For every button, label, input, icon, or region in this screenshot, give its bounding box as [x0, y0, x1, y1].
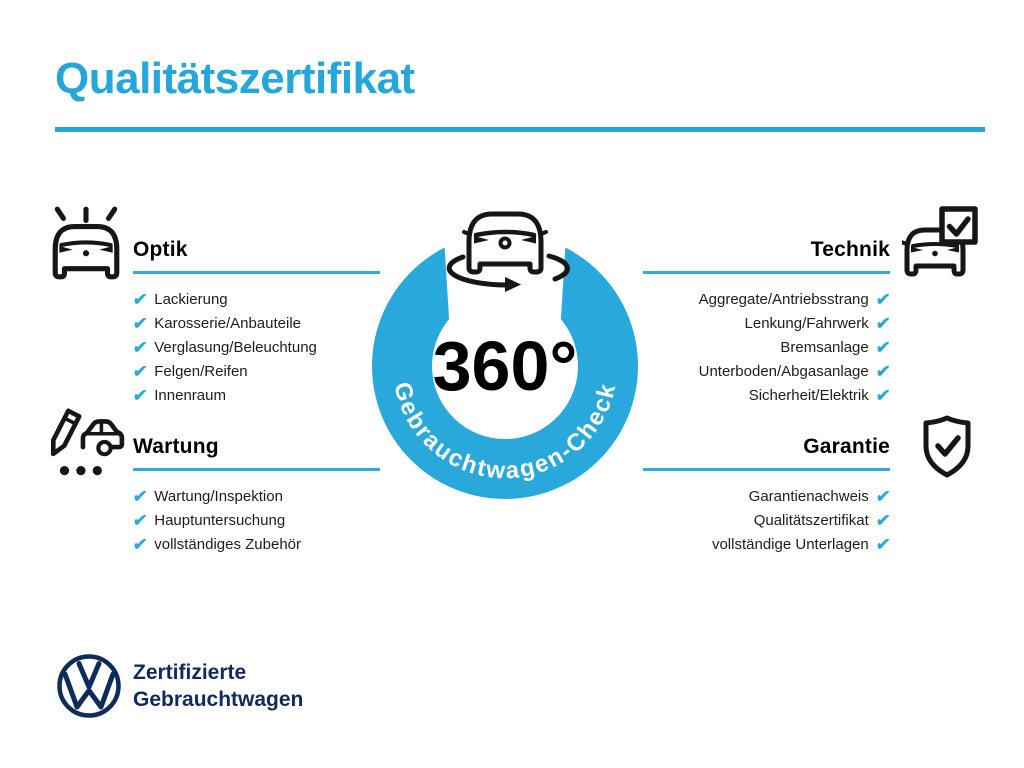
check-icon: ✔: [874, 486, 891, 506]
list-item: Bremsanlage ✔: [643, 335, 891, 359]
list-item: Sicherheit/Elektrik ✔: [643, 383, 891, 407]
list-item: Garantienachweis ✔: [643, 484, 891, 508]
list-item: ✔ Lackierung: [132, 287, 380, 311]
pencil-car-icon: [44, 406, 126, 482]
check-icon: ✔: [132, 313, 149, 333]
list-item: ✔ Wartung/Inspektion: [132, 484, 380, 508]
section-optik: Optik ✔ Lackierung ✔ Karosserie/Anbauteile…: [132, 238, 380, 407]
check-icon: ✔: [874, 534, 891, 554]
list-item: ✔ Innenraum: [132, 383, 380, 407]
list-item: ✔ Felgen/Reifen: [132, 359, 380, 383]
item-label: Innenraum: [154, 386, 226, 404]
brand-line-1: Zertifizierte: [133, 661, 247, 684]
item-label: Qualitätszertifikat: [753, 511, 869, 529]
list-item: Unterboden/Abgasanlage ✔: [643, 359, 891, 383]
section-optik-items: ✔ Lackierung ✔ Karosserie/Anbauteile ✔ Verg…: [132, 287, 380, 407]
item-label: Hauptuntersuchung: [154, 511, 286, 529]
list-item: vollständige Unterlagen ✔: [643, 532, 891, 556]
check-icon: ✔: [874, 289, 891, 309]
shield-check-icon: [915, 413, 979, 481]
car-shine-icon: [46, 203, 126, 283]
check-icon: ✔: [132, 337, 149, 357]
ring-shape: [372, 247, 638, 499]
list-item: ✔ vollständiges Zubehör: [132, 532, 380, 556]
check-icon: ✔: [132, 289, 149, 309]
list-item: ✔ Verglasung/Beleuchtung: [132, 335, 380, 359]
item-label: Aggregate/Antriebsstrang: [698, 290, 869, 308]
check-icon: ✔: [874, 385, 891, 405]
vw-logo: [55, 652, 123, 720]
car-rotate-icon: [446, 211, 570, 292]
section-garantie: Garantie Garantienachweis ✔ Qualitätszert…: [643, 435, 891, 556]
item-label: Sicherheit/Elektrik: [748, 386, 869, 404]
item-label: Wartung/Inspektion: [154, 487, 283, 505]
list-item: Aggregate/Antriebsstrang ✔: [643, 287, 891, 311]
list-item: ✔ Hauptuntersuchung: [132, 508, 380, 532]
page-title: Qualitätszertifikat: [55, 54, 415, 103]
item-label: Unterboden/Abgasanlage: [698, 362, 869, 380]
check-icon: ✔: [874, 337, 891, 357]
check-icon: ✔: [874, 313, 891, 333]
check-icon: ✔: [132, 510, 149, 530]
degrees-value: 360°: [433, 327, 578, 405]
check-icon: ✔: [874, 510, 891, 530]
check-icon: ✔: [874, 361, 891, 381]
list-item: Lenkung/Fahrwerk ✔: [643, 311, 891, 335]
list-item: Qualitätszertifikat ✔: [643, 508, 891, 532]
item-label: vollständiges Zubehör: [154, 535, 302, 553]
item-label: vollständige Unterlagen: [711, 535, 869, 553]
check-icon: ✔: [132, 534, 149, 554]
item-label: Lenkung/Fahrwerk: [744, 314, 869, 332]
section-wartung: Wartung ✔ Wartung/Inspektion ✔ Hauptunters…: [132, 435, 380, 556]
brand-line-2: Gebrauchtwagen: [133, 688, 304, 711]
item-label: Verglasung/Beleuchtung: [154, 338, 317, 356]
car-checkbox-icon: [902, 206, 982, 280]
section-technik: Technik Aggregate/Antriebsstrang ✔ Lenkun…: [643, 238, 891, 407]
360-check-badge: Gebrauchtwagen-Check 360°: [355, 192, 655, 519]
check-icon: ✔: [132, 486, 149, 506]
item-label: Lackierung: [154, 290, 228, 308]
check-icon: ✔: [132, 385, 149, 405]
title-rule: [55, 127, 985, 132]
check-icon: ✔: [132, 361, 149, 381]
brand-claim: Zertifizierte Gebrauchtwagen: [133, 659, 303, 713]
list-item: ✔ Karosserie/Anbauteile: [132, 311, 380, 335]
section-wartung-title: Wartung: [133, 435, 380, 471]
section-wartung-items: ✔ Wartung/Inspektion ✔ Hauptuntersuchung ✔…: [132, 484, 380, 556]
item-label: Felgen/Reifen: [154, 362, 248, 380]
section-optik-title: Optik: [133, 238, 380, 274]
item-label: Bremsanlage: [780, 338, 869, 356]
section-garantie-items: Garantienachweis ✔ Qualitätszertifikat ✔ v…: [643, 484, 891, 556]
section-technik-items: Aggregate/Antriebsstrang ✔ Lenkung/Fahrwe…: [643, 287, 891, 407]
section-garantie-title: Garantie: [643, 435, 890, 471]
item-label: Karosserie/Anbauteile: [154, 314, 302, 332]
section-technik-title: Technik: [643, 238, 890, 274]
item-label: Garantienachweis: [748, 487, 869, 505]
